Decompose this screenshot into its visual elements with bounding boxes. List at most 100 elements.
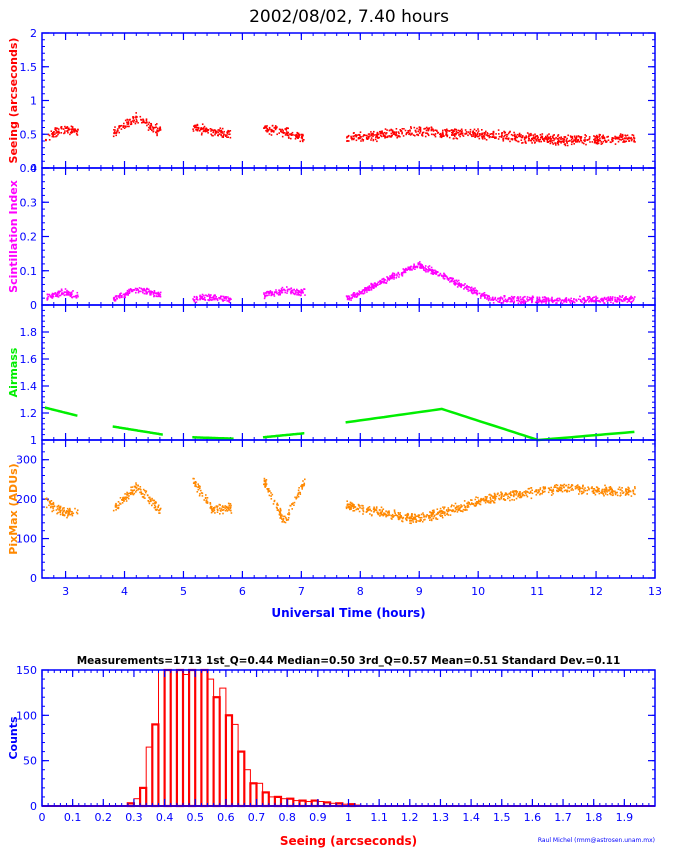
histogram-bar xyxy=(200,668,209,808)
data-point xyxy=(502,300,505,303)
data-point xyxy=(457,279,460,282)
data-point xyxy=(557,490,560,493)
histogram-bar xyxy=(151,723,160,808)
data-point xyxy=(472,503,475,505)
data-point xyxy=(557,137,559,140)
x-tick-label: 0 xyxy=(39,811,46,824)
data-point xyxy=(282,517,285,520)
data-point xyxy=(477,135,480,138)
data-point xyxy=(117,501,120,503)
data-point xyxy=(268,126,271,129)
data-point xyxy=(451,131,453,134)
data-point xyxy=(410,127,412,130)
data-point xyxy=(536,137,539,140)
data-point xyxy=(222,295,225,298)
data-point xyxy=(519,491,521,494)
data-point xyxy=(390,132,393,135)
data-point xyxy=(387,514,390,516)
data-point xyxy=(444,514,446,517)
data-point xyxy=(51,135,54,138)
data-point xyxy=(630,295,632,298)
data-point xyxy=(581,490,583,493)
data-point xyxy=(476,292,479,295)
data-point xyxy=(45,139,47,142)
data-point xyxy=(367,286,369,288)
data-point xyxy=(599,134,601,136)
data-point xyxy=(429,511,431,513)
data-point xyxy=(200,296,202,299)
data-point xyxy=(494,493,496,496)
data-point xyxy=(600,298,602,300)
data-point xyxy=(603,302,605,304)
data-point xyxy=(355,293,357,295)
data-point xyxy=(543,140,546,142)
data-point xyxy=(448,136,451,139)
data-point xyxy=(393,278,395,280)
data-point xyxy=(214,506,216,509)
data-point xyxy=(482,138,484,140)
y-tick-label: 1.4 xyxy=(20,380,38,393)
data-point xyxy=(430,126,433,128)
data-point xyxy=(264,294,266,297)
data-point xyxy=(554,484,556,487)
data-point xyxy=(70,294,73,297)
data-point xyxy=(115,502,117,505)
data-point xyxy=(69,295,72,298)
data-point xyxy=(578,486,581,489)
data-point xyxy=(267,489,269,492)
data-point xyxy=(632,134,635,137)
data-point xyxy=(194,485,196,487)
data-point xyxy=(552,143,554,145)
data-point xyxy=(404,269,407,271)
data-point xyxy=(593,141,596,144)
data-point xyxy=(139,491,141,494)
data-point xyxy=(433,271,436,274)
data-point xyxy=(302,134,304,137)
data-point xyxy=(352,135,354,137)
data-point xyxy=(157,294,160,296)
data-point xyxy=(229,297,231,300)
data-point xyxy=(277,294,280,296)
data-point xyxy=(63,509,65,512)
data-point xyxy=(372,285,375,288)
data-point xyxy=(433,515,435,518)
data-point xyxy=(50,503,52,506)
data-point xyxy=(269,290,272,292)
data-point xyxy=(488,297,490,299)
data-point xyxy=(631,134,634,136)
data-point xyxy=(434,133,437,135)
data-point xyxy=(488,494,490,496)
data-point xyxy=(403,128,405,130)
data-point xyxy=(59,508,61,511)
data-point xyxy=(301,484,304,486)
data-point xyxy=(596,141,599,144)
data-point xyxy=(212,296,214,299)
data-point xyxy=(226,506,228,509)
data-point xyxy=(359,131,362,133)
data-point xyxy=(53,293,56,295)
data-point xyxy=(458,505,460,507)
data-point xyxy=(601,490,603,492)
data-point xyxy=(541,299,544,302)
data-point xyxy=(380,514,382,516)
data-point xyxy=(362,139,365,141)
data-point xyxy=(568,490,571,493)
data-point xyxy=(218,297,220,299)
data-point xyxy=(152,502,154,505)
data-point xyxy=(142,291,144,294)
y-tick-label: 0 xyxy=(30,572,37,585)
x-tick-label: 8 xyxy=(357,585,364,598)
data-point xyxy=(375,285,377,287)
data-point xyxy=(570,139,573,141)
data-point xyxy=(492,130,495,133)
series-line xyxy=(192,436,234,440)
data-point xyxy=(391,274,394,277)
data-point xyxy=(347,506,350,509)
data-point xyxy=(135,112,137,114)
data-point xyxy=(425,515,427,517)
data-point xyxy=(293,501,296,504)
data-point xyxy=(432,271,435,274)
data-point xyxy=(195,128,197,131)
data-point xyxy=(55,127,57,129)
